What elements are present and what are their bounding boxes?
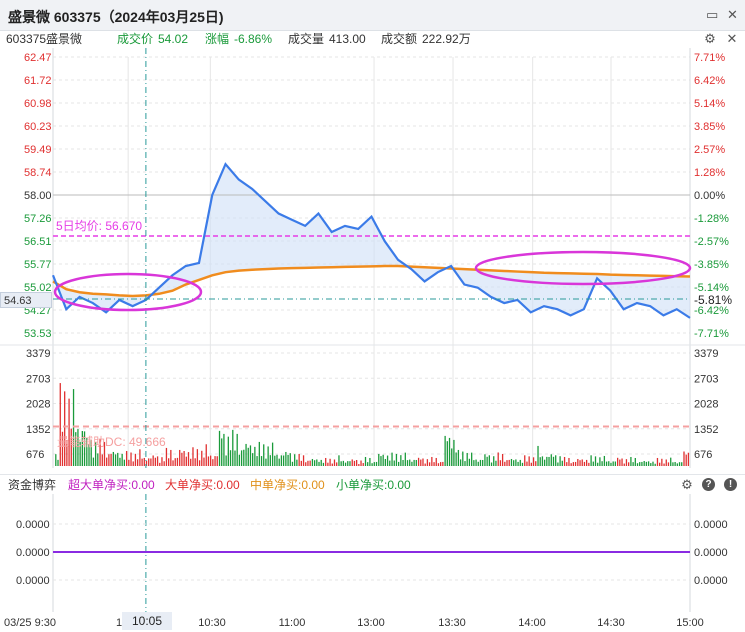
volume-tick-label: 2703	[26, 373, 50, 385]
fund-tick-label-right: 0.0000	[694, 519, 728, 531]
change-tick-label: -2.57%	[694, 236, 729, 248]
volume-tick-label-right: 1352	[694, 424, 718, 436]
price-tick-label: 56.51	[24, 236, 52, 248]
change-tick-label: -6.42%	[694, 305, 729, 317]
volume-tick-label-right: 2703	[694, 373, 718, 385]
price-line	[51, 162, 691, 319]
change-tick-label: 5.14%	[694, 98, 725, 110]
cursor-change-tag: -5.81%	[694, 293, 733, 307]
volume-tick-label-right: 2028	[694, 399, 718, 411]
fund-tick-label: 0.0000	[16, 519, 50, 531]
change-value: -6.86%	[234, 32, 273, 46]
time-tick-label: 13:30	[438, 617, 466, 629]
cursor-time-tag: 10:05	[122, 612, 172, 630]
price-tick-label: 60.23	[24, 121, 52, 133]
volume-label: 成交量	[288, 32, 325, 46]
change-tick-label: -1.28%	[694, 213, 729, 225]
price-tick-label: 53.53	[24, 328, 52, 340]
price-tick-label: 54.27	[24, 305, 52, 317]
intraday-chart[interactable]: 62.47 61.72 60.98 60.23 59.49 58.74 58.00 57.26…	[0, 48, 745, 468]
price-tick-label: 58.74	[24, 167, 52, 179]
price-label: 成交价	[117, 32, 154, 46]
change-tick-label: 2.57%	[694, 144, 725, 156]
ma5-label: 5日均价: 56.670	[56, 219, 142, 233]
highlight-ellipse-right	[474, 250, 692, 286]
time-axis: 03/25 9:30 1 10:30 11:00 13:00 13:30 14:00 14:3…	[4, 617, 704, 629]
time-tick-label: 03/25 9:30	[4, 617, 56, 629]
close-chart-icon[interactable]: ✕	[726, 31, 738, 46]
fund-tick-label: 0.0000	[16, 575, 50, 587]
time-tick-label: 10:30	[198, 617, 226, 629]
change-tick-label: 0.00%	[694, 190, 725, 202]
fund-flow-header: 资金博弈 超大单净买:0.00 大单净买:0.00 中单净买:0.00 小单净买…	[0, 474, 745, 495]
fund-tick-label-right: 0.0000	[694, 575, 728, 587]
price-area	[53, 164, 690, 318]
volume-tick-label: 1352	[26, 424, 50, 436]
fund-item-large: 大单净买:0.00	[165, 478, 240, 492]
price-tick-label: 61.72	[24, 75, 52, 87]
change-tick-label: -7.71%	[694, 328, 729, 340]
change-tick-label: 7.71%	[694, 52, 725, 64]
amount-value: 222.92万	[422, 32, 471, 46]
energy-label: 量能辅助DC: 49.666	[57, 435, 166, 449]
time-tick-label: 1	[116, 617, 122, 629]
price-value: 54.02	[158, 32, 189, 46]
price-tick-label: 55.02	[24, 282, 52, 294]
restore-icon[interactable]: ▭	[706, 7, 719, 22]
gear-icon[interactable]: ⚙	[704, 31, 716, 46]
volume-tick-label: 3379	[26, 348, 50, 360]
time-tick-label: 13:00	[357, 617, 385, 629]
stock-name: 603375盛景微	[6, 32, 83, 46]
volume-value: 413.00	[329, 32, 366, 46]
fund-tick-label: 0.0000	[16, 547, 50, 559]
change-tick-label: -5.14%	[694, 282, 729, 294]
fund-item-medium: 中单净买:0.00	[250, 478, 325, 492]
fund-gear-icon[interactable]: ⚙	[681, 477, 693, 492]
amount-label: 成交额	[381, 32, 418, 46]
time-tick-label: 14:30	[597, 617, 625, 629]
window-title-bar: 盛景微 603375（2024年03月25日) ▭ ✕	[0, 0, 745, 31]
change-label: 涨幅	[205, 32, 230, 46]
fund-flow-title: 资金博弈	[8, 478, 57, 492]
time-tick-label: 15:00	[676, 617, 704, 629]
volume-tick-label: 676	[26, 449, 44, 461]
highlight-ellipse-left	[53, 272, 203, 312]
fund-item-super: 超大单净买:0.00	[68, 478, 155, 492]
cursor-price-tag: 54.63	[0, 292, 52, 308]
average-price-line	[52, 264, 691, 298]
quote-info-bar: 603375盛景微 成交价 54.02 涨幅 -6.86% 成交量 413.00…	[0, 30, 745, 48]
change-tick-label: -3.85%	[694, 259, 729, 271]
volume-tick-label-right: 3379	[694, 348, 718, 360]
price-tick-label: 55.77	[24, 259, 52, 271]
price-tick-label: 59.49	[24, 144, 52, 156]
fund-flow-chart: 0.0000 0.0000 0.0000 0.0000 0.0000 0.0000	[16, 494, 728, 612]
change-tick-label: 6.42%	[694, 75, 725, 87]
window-title: 盛景微 603375（2024年03月25日)	[8, 9, 224, 25]
change-tick-label: 1.28%	[694, 167, 725, 179]
price-tick-label: 57.26	[24, 213, 52, 225]
time-tick-label: 14:00	[518, 617, 546, 629]
fund-item-small: 小单净买:0.00	[336, 478, 411, 492]
close-icon[interactable]: ✕	[727, 7, 738, 22]
price-tick-label: 62.47	[24, 52, 52, 64]
price-tick-label: 60.98	[24, 98, 52, 110]
volume-tick-label: 2028	[26, 399, 50, 411]
volume-tick-label-right: 676	[694, 449, 712, 461]
fund-tick-label-right: 0.0000	[694, 547, 728, 559]
price-tick-label: 58.00	[24, 190, 52, 202]
time-tick-label: 11:00	[279, 617, 306, 629]
change-tick-label: 3.85%	[694, 121, 725, 133]
